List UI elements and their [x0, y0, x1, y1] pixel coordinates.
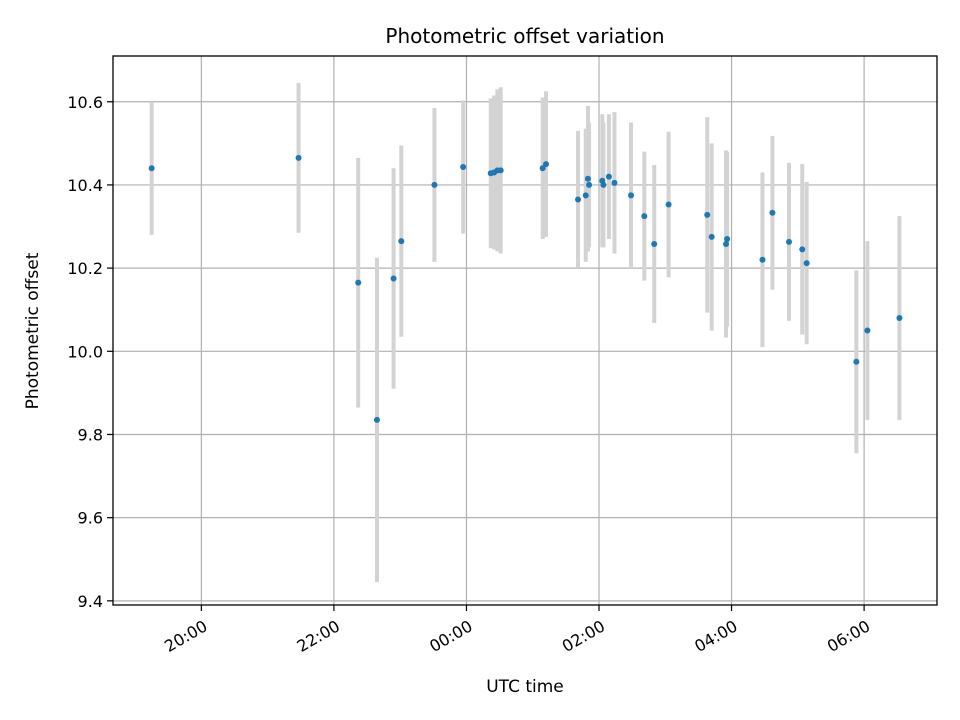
- data-point: [148, 165, 155, 172]
- data-point: [853, 358, 860, 365]
- data-point: [785, 238, 792, 245]
- grid: [113, 56, 937, 605]
- data-point: [724, 236, 731, 242]
- data-point: [628, 192, 635, 199]
- data-point: [704, 211, 711, 218]
- data-point: [769, 209, 776, 216]
- data-points: [148, 154, 903, 423]
- data-point: [803, 260, 810, 267]
- data-point: [665, 201, 672, 208]
- y-tick-label: 10.2: [67, 259, 103, 278]
- data-point: [373, 416, 380, 423]
- plot-frame: [112, 55, 938, 606]
- data-point: [539, 165, 546, 172]
- data-point: [641, 213, 648, 220]
- data-point: [723, 240, 730, 247]
- data-point: [600, 181, 607, 188]
- data-point: [651, 240, 658, 247]
- y-axis-label: Photometric offset: [23, 252, 43, 409]
- data-point: [799, 246, 806, 253]
- data-point: [759, 256, 766, 263]
- x-axis-label: UTC time: [486, 677, 564, 697]
- data-point: [584, 175, 591, 182]
- data-point: [542, 161, 549, 168]
- data-point: [431, 181, 438, 188]
- y-tick-label: 9.4: [78, 592, 103, 611]
- data-point: [611, 179, 618, 186]
- data-point: [390, 275, 397, 282]
- y-tick-label: 10.0: [67, 342, 103, 361]
- y-tick-label: 9.6: [78, 509, 103, 528]
- y-tick-label: 9.8: [78, 425, 103, 444]
- data-point: [398, 238, 405, 245]
- data-point: [575, 196, 582, 203]
- data-point: [295, 154, 302, 161]
- data-point: [460, 164, 467, 171]
- data-point: [864, 327, 871, 334]
- data-point: [355, 279, 362, 286]
- data-point: [708, 233, 715, 240]
- y-tick-label: 10.4: [67, 176, 103, 195]
- data-point: [582, 192, 589, 199]
- data-point: [896, 315, 903, 322]
- data-point: [497, 167, 504, 174]
- y-tick-label: 10.6: [67, 93, 103, 112]
- data-point: [586, 181, 593, 188]
- data-point: [605, 173, 612, 180]
- chart-title: Photometric offset variation: [385, 24, 664, 48]
